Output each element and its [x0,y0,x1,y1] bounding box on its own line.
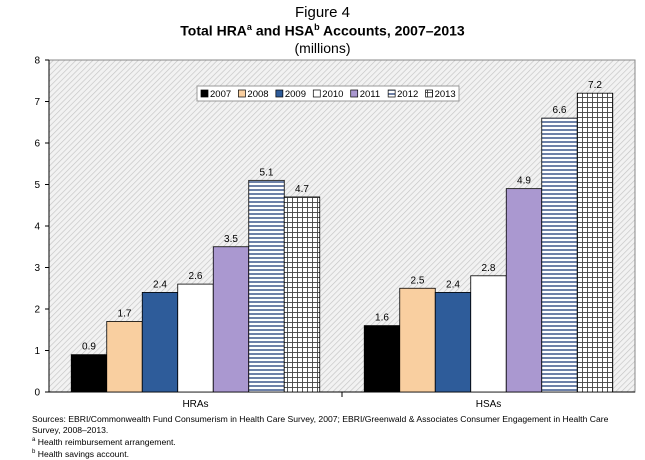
legend-label: 2009 [285,89,306,100]
x-category-label: HRAs [182,399,208,410]
y-tick-label: 6 [34,139,40,150]
y-tick-label: 4 [34,222,40,233]
y-tick-label: 8 [34,56,40,67]
footnote-a-mark: a [32,437,36,443]
title-sup-b: b [314,22,320,32]
figure-label: Figure 4 [294,4,351,21]
bar [541,117,578,393]
data-label: 2.8 [482,263,496,274]
y-tick-label: 0 [34,388,40,399]
legend-label: 2011 [360,89,380,100]
data-label: 4.7 [295,184,309,195]
data-label: 4.9 [517,176,531,187]
bar [363,325,401,393]
y-tick-label: 5 [34,180,40,191]
bar [177,283,214,393]
data-label: 6.6 [553,105,567,116]
y-tick-label: 2 [34,305,40,316]
footnote-b: b Health savings account. [32,447,632,459]
bar [505,188,543,393]
data-label: 2.4 [153,279,167,290]
sources-text: Sources: EBRI/Commonwealth Fund Consumer… [32,414,609,435]
footnote-a: a Health reimbursement arrangement. [32,435,632,447]
title-part-2: and HSA [251,22,315,39]
bar [434,291,472,393]
data-label: 5.1 [260,167,274,178]
bar [576,92,614,393]
chart-subtitle: (millions) [294,40,351,56]
legend-swatch [275,89,284,98]
x-category-label: HSAs [476,399,502,410]
bar [70,354,108,393]
legend-label: 2013 [435,89,456,100]
legend-swatch [312,89,321,98]
data-label: 7.2 [588,80,602,91]
bar [141,291,179,393]
legend-swatch [200,89,209,98]
bar [399,287,436,393]
title-part-3: Accounts, 2007–2013 [319,22,465,39]
data-label: 2.4 [446,279,460,290]
bar [212,246,250,393]
y-tick-label: 3 [34,263,40,274]
footnote-b-text: Health savings account. [35,449,129,460]
footnote-b-mark: b [32,449,36,456]
legend-swatch [387,89,396,98]
bar [248,179,285,393]
legend-label: 2007 [210,89,231,100]
legend-label: 2012 [397,89,418,100]
legend-swatch [425,89,433,98]
title-part-1: Total HRA [180,22,247,39]
bar [106,321,143,393]
legend-swatch [238,89,246,98]
footnote-a-text: Health reimbursement arrangement. [35,436,176,447]
legend-label: 2008 [247,89,268,100]
title-sup-a: a [246,22,252,32]
y-tick-label: 7 [34,97,40,108]
data-label: 3.5 [224,234,238,245]
y-tick-label: 1 [34,346,40,357]
sources-footnote: Sources: EBRI/Commonwealth Fund Consumer… [32,414,632,460]
chart-title: Total HRAa and HSAb Accounts, 2007–2013 [0,22,645,39]
bar [470,275,507,393]
bar [283,196,321,393]
legend-swatch [350,89,359,98]
legend-label: 2010 [322,89,343,100]
data-label: 2.5 [411,275,425,286]
data-label: 1.6 [375,313,389,324]
data-label: 2.6 [189,271,203,282]
data-label: 1.7 [118,308,132,319]
data-label: 0.9 [82,342,96,353]
